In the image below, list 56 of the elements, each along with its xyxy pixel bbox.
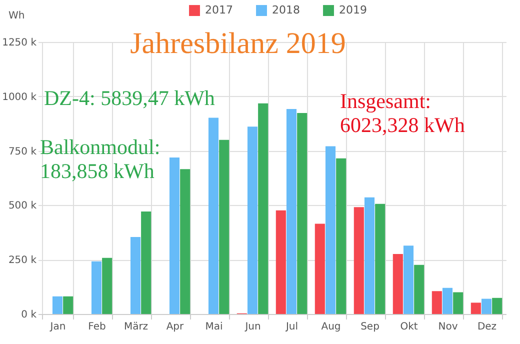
bar: [219, 140, 230, 314]
bar: [325, 146, 336, 314]
x-tick-label: Apr: [166, 322, 185, 332]
y-tick-label: 1250 k: [2, 38, 37, 48]
bar: [375, 204, 386, 314]
bar: [286, 109, 297, 314]
x-tick-label: Mai: [205, 322, 223, 332]
bar: [169, 158, 180, 314]
y-tick-label: 750 k: [8, 146, 37, 158]
bar: [470, 302, 481, 314]
bar: [297, 112, 308, 314]
annotation: Balkonmodul: 183,858 kWh: [40, 135, 160, 183]
y-tick-label: 1000 k: [2, 92, 37, 103]
bar: [336, 158, 346, 314]
legend-label: 2019: [339, 4, 367, 17]
y-tick-label: 500 k: [8, 200, 37, 212]
x-tick-label: Okt: [400, 322, 418, 332]
bar: [392, 254, 403, 314]
x-tick-label: Sep: [360, 322, 380, 332]
y-tick-label: 0 k: [21, 310, 37, 320]
annotation: Insgesamt: 6023,328 kWh: [340, 89, 466, 137]
bar: [52, 296, 63, 314]
bar: [492, 298, 502, 314]
bar: [63, 296, 74, 314]
y-axis-title: Wh: [8, 10, 25, 22]
bar: [180, 169, 190, 314]
x-tick-label: Nov: [438, 322, 458, 332]
bar: [314, 224, 325, 314]
annotation: DZ-4: 5839,47 kWh: [44, 86, 216, 110]
legend-label: 2017: [205, 4, 233, 17]
x-tick-label: März: [124, 322, 148, 332]
x-tick-label: Dez: [477, 322, 497, 332]
bar: [403, 246, 414, 314]
bar: [481, 298, 492, 314]
bar: [130, 236, 141, 314]
x-tick-label: Feb: [88, 322, 106, 332]
bar: [258, 103, 268, 314]
bar: [442, 288, 453, 314]
x-tick-label: Jun: [244, 322, 261, 332]
bar: [432, 291, 442, 314]
bar: [354, 207, 364, 314]
bar: [414, 264, 424, 314]
x-tick-label: Jul: [284, 322, 298, 332]
bar: [208, 118, 219, 314]
legend-label: 2018: [272, 4, 300, 17]
bar: [91, 261, 102, 314]
x-tick-label: Jan: [49, 322, 66, 332]
bar: [364, 197, 375, 314]
x-tick-label: Aug: [321, 322, 341, 332]
y-tick-label: 250 k: [8, 255, 37, 266]
bar: [453, 292, 464, 314]
bar: [102, 258, 112, 314]
bar: [141, 212, 152, 314]
bar: [276, 210, 286, 314]
chart-title: Jahresbilanz 2019: [130, 27, 346, 60]
bar: [247, 126, 258, 314]
